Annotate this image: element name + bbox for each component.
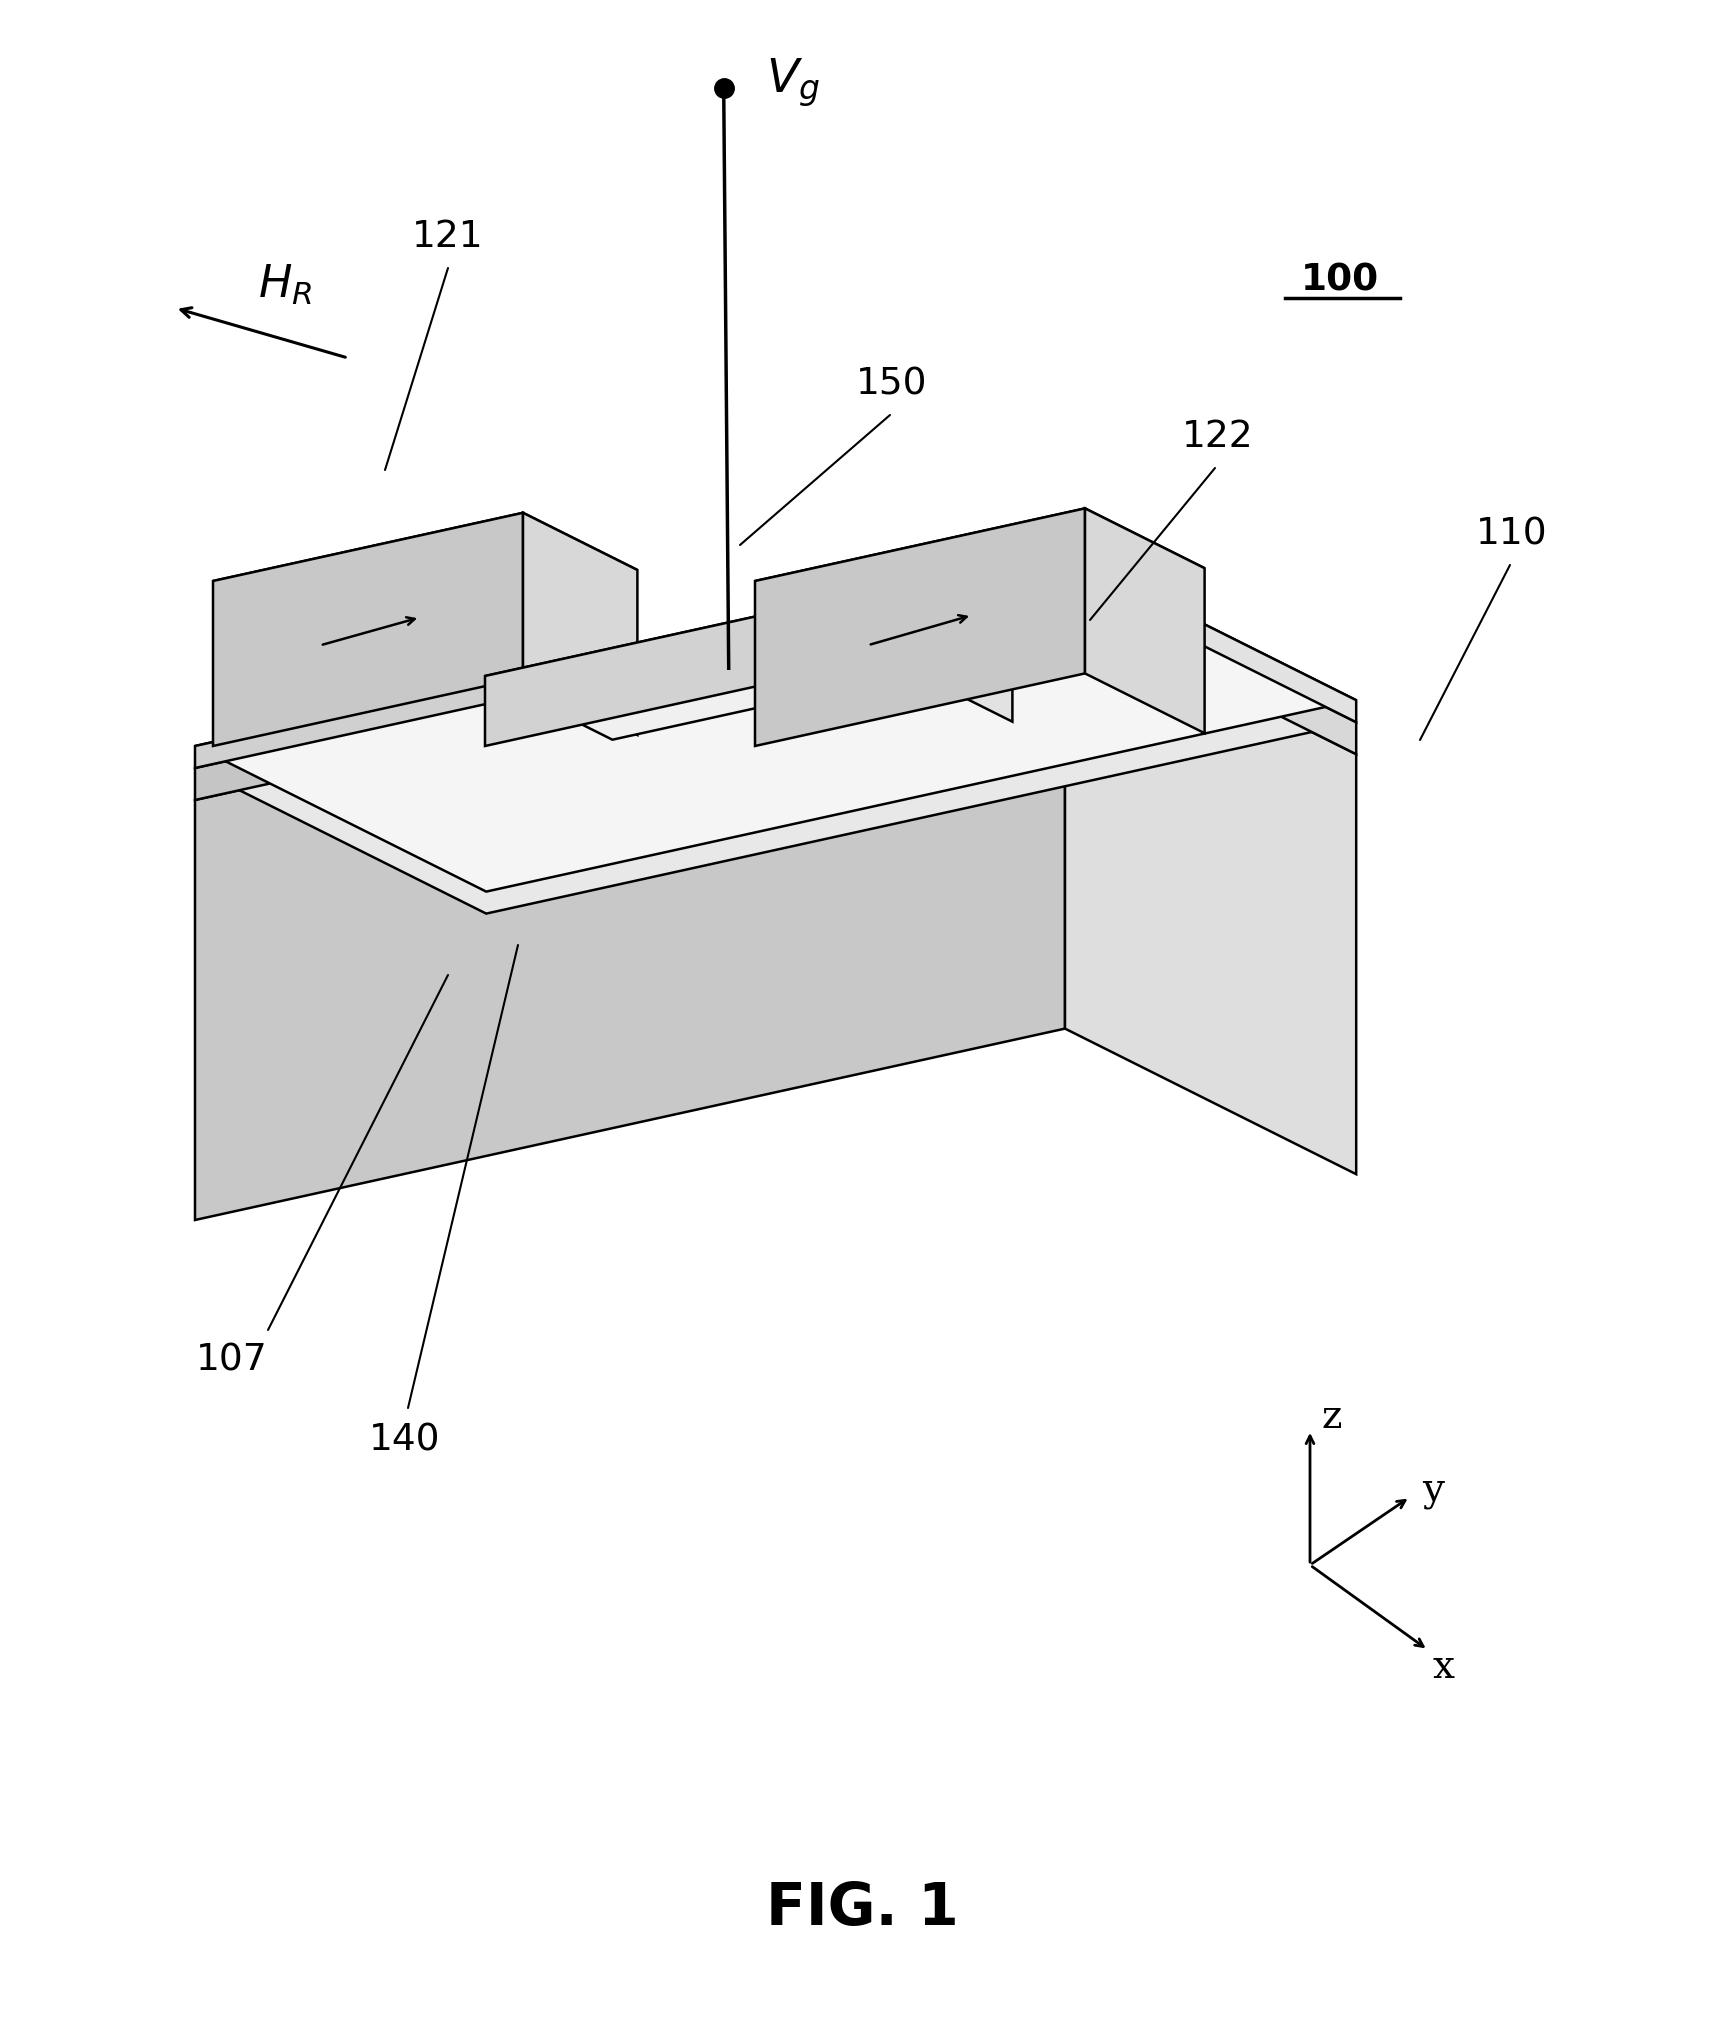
Polygon shape <box>195 608 1356 945</box>
Polygon shape <box>195 555 1356 892</box>
Text: 122: 122 <box>1182 420 1253 454</box>
Polygon shape <box>884 588 1011 721</box>
Text: FIG. 1: FIG. 1 <box>765 1880 958 1936</box>
Text: y: y <box>1421 1472 1444 1508</box>
Polygon shape <box>1065 555 1356 723</box>
Text: 110: 110 <box>1475 517 1547 551</box>
Polygon shape <box>195 577 1065 800</box>
Polygon shape <box>755 509 1204 640</box>
Text: $H_R$: $H_R$ <box>258 262 312 307</box>
Polygon shape <box>214 513 638 638</box>
Text: 107: 107 <box>196 1343 267 1379</box>
Polygon shape <box>755 509 1084 745</box>
Text: z: z <box>1322 1399 1342 1436</box>
Text: x: x <box>1432 1648 1454 1686</box>
Text: 121: 121 <box>412 218 484 254</box>
Polygon shape <box>522 513 638 735</box>
Text: 140: 140 <box>369 1421 441 1458</box>
Polygon shape <box>214 513 522 745</box>
Text: 100: 100 <box>1301 262 1378 299</box>
Polygon shape <box>1065 577 1356 755</box>
Text: 150: 150 <box>856 365 927 402</box>
Polygon shape <box>195 577 1356 915</box>
Polygon shape <box>1084 509 1204 733</box>
Text: $V_g$: $V_g$ <box>765 57 818 109</box>
Polygon shape <box>1065 608 1356 1175</box>
Polygon shape <box>484 588 884 745</box>
Polygon shape <box>195 555 1065 767</box>
Polygon shape <box>195 608 1065 1219</box>
Polygon shape <box>484 588 1011 739</box>
